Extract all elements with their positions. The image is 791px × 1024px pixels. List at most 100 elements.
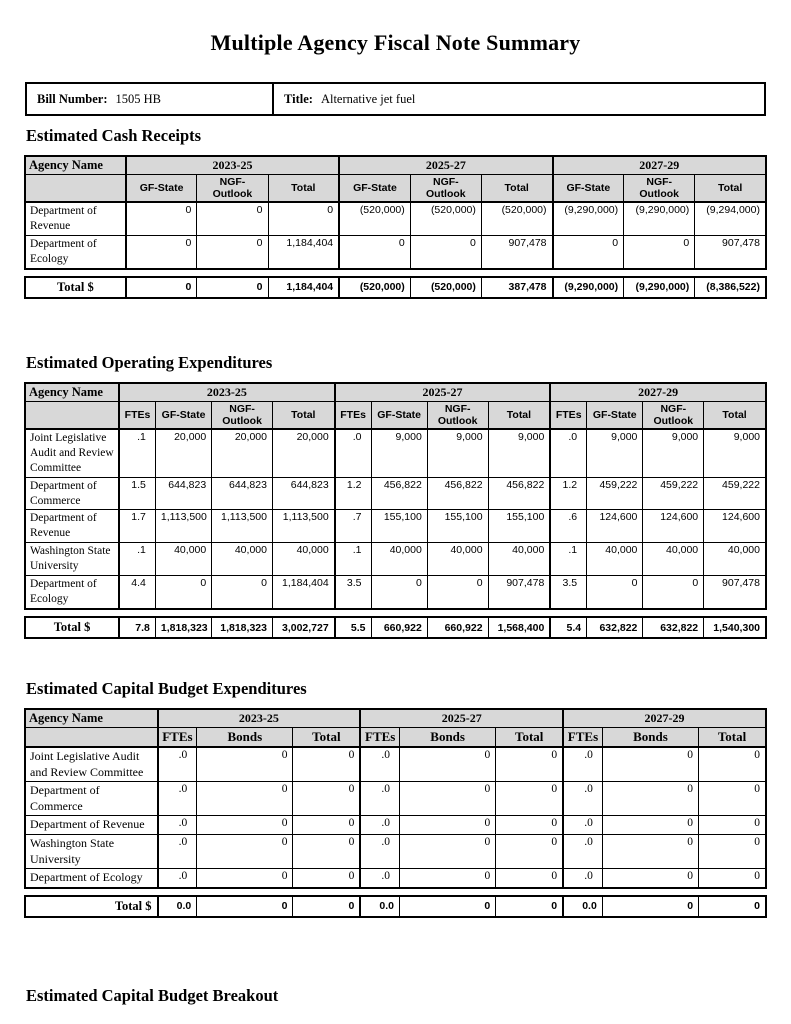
value-cell: 907,478 xyxy=(694,234,767,270)
sub-header-gf-state: GF-State xyxy=(370,400,428,430)
value-cell: 155,100 xyxy=(487,509,551,544)
bill-title-value: Alternative jet fuel xyxy=(320,91,416,106)
value-cell: 3.5 xyxy=(333,575,372,610)
value-cell: 0 xyxy=(196,234,269,270)
value-cell: .6 xyxy=(549,509,588,544)
total-label-cell: Total $ xyxy=(24,895,159,918)
sub-header-ngf-outlook: NGF-Outlook xyxy=(409,174,482,203)
value-cell: 0 xyxy=(601,868,700,889)
total-value-cell: 0.0 xyxy=(562,895,603,918)
value-cell: 0 xyxy=(495,868,564,889)
bill-number-label: Bill Number: xyxy=(37,91,108,106)
total-value-cell: 1,184,404 xyxy=(267,276,340,299)
value-cell: 0 xyxy=(292,815,361,836)
cash-receipts-table: Agency Name 2023-25 2025-27 2027-29 GF-State… xyxy=(24,155,767,299)
value-cell: 456,822 xyxy=(487,476,551,511)
value-cell: .0 xyxy=(562,781,603,817)
value-cell: 0 xyxy=(623,234,696,270)
total-value-cell: 7.8 xyxy=(118,616,156,639)
agency-name-cell: Washington State University xyxy=(24,542,121,577)
value-cell: 0 xyxy=(292,868,361,889)
capital-breakout-heading: Estimated Capital Budget Breakout xyxy=(26,985,279,1005)
value-cell: .0 xyxy=(549,428,588,478)
value-cell: 40,000 xyxy=(154,542,213,577)
value-cell: 0 xyxy=(124,234,198,270)
value-cell: 0 xyxy=(601,834,700,870)
table-header-row-periods: Agency Name 2023-25 2025-27 2027-29 xyxy=(24,708,767,729)
value-cell: 155,100 xyxy=(370,509,428,544)
value-cell: .1 xyxy=(333,542,372,577)
value-cell: .7 xyxy=(333,509,372,544)
total-value-cell: 0 xyxy=(196,895,294,918)
sub-header-total: Total xyxy=(267,174,340,203)
operating-expenditures-heading: Estimated Operating Expenditures xyxy=(26,352,273,372)
agency-name-cell: Department of Commerce xyxy=(24,781,159,817)
total-value-cell: 3,002,727 xyxy=(271,616,336,639)
value-cell: 9,000 xyxy=(703,428,767,478)
total-label-cell: Total $ xyxy=(24,616,121,639)
table-header-row-periods: Agency Name 2023-25 2025-27 2027-29 xyxy=(24,382,767,402)
value-cell: .1 xyxy=(118,542,156,577)
value-cell: (520,000) xyxy=(338,201,411,236)
sub-header-total: Total xyxy=(703,400,767,430)
total-value-cell: 1,818,323 xyxy=(211,616,273,639)
value-cell: 907,478 xyxy=(480,234,554,270)
total-value-cell: 0 xyxy=(399,895,497,918)
sub-header-bonds: Bonds xyxy=(601,727,700,749)
total-value-cell: 1,540,300 xyxy=(703,616,767,639)
total-value-cell: 660,922 xyxy=(370,616,428,639)
value-cell: 907,478 xyxy=(703,575,767,610)
value-cell: 9,000 xyxy=(586,428,644,478)
agency-name-cell: Department of Ecology xyxy=(24,575,121,610)
value-cell: 40,000 xyxy=(271,542,336,577)
sub-header-total: Total xyxy=(292,727,361,749)
value-cell: 1.2 xyxy=(333,476,372,511)
total-value-cell: 5.4 xyxy=(549,616,588,639)
value-cell: 0 xyxy=(292,746,361,783)
total-value-cell: 632,822 xyxy=(586,616,644,639)
agency-name-cell: Department of Revenue xyxy=(24,815,159,836)
bill-title-label: Title: xyxy=(284,91,313,106)
value-cell: 0 xyxy=(601,746,700,783)
value-cell: 20,000 xyxy=(154,428,213,478)
value-cell: 459,222 xyxy=(642,476,705,511)
value-cell: 0 xyxy=(196,834,294,870)
period-header: 2025-27 xyxy=(338,155,554,175)
value-cell: .0 xyxy=(359,781,401,817)
value-cell: (9,290,000) xyxy=(551,201,625,236)
period-header: 2023-25 xyxy=(118,382,336,402)
agency-name-header: Agency Name xyxy=(24,155,127,175)
value-cell: 0 xyxy=(399,746,497,783)
total-label-cell: Total $ xyxy=(24,276,127,299)
capital-expenditures-heading: Estimated Capital Budget Expenditures xyxy=(26,679,307,699)
blank-header-cell xyxy=(24,727,159,749)
table-header-row-periods: Agency Name 2023-25 2025-27 2027-29 xyxy=(24,155,767,175)
period-header: 2027-29 xyxy=(551,155,767,175)
total-row: Total $0 0 1,184,404 (520,000) (520,000) 387,… xyxy=(24,276,767,299)
value-cell: 0 xyxy=(399,834,497,870)
total-row: Total $7.8 1,818,323 1,818,323 3,002,727 5.5… xyxy=(24,616,767,639)
value-cell: 0 xyxy=(586,575,644,610)
sub-header-gf-state: GF-State xyxy=(586,400,644,430)
operating_expenditures-main-table: Agency Name 2023-25 2025-27 2027-29 FTEs GF-S… xyxy=(24,381,767,611)
total-value-cell: 1,818,323 xyxy=(154,616,213,639)
value-cell: 456,822 xyxy=(426,476,489,511)
value-cell: 20,000 xyxy=(271,428,336,478)
value-cell: (9,294,000) xyxy=(694,201,767,236)
value-cell: 0 xyxy=(399,868,497,889)
sub-header-ngf-outlook: NGF-Outlook xyxy=(642,400,705,430)
value-cell: .1 xyxy=(549,542,588,577)
sub-header-bonds: Bonds xyxy=(196,727,294,749)
period-header: 2025-27 xyxy=(333,382,551,402)
value-cell: 0 xyxy=(495,746,564,783)
value-cell: 1,113,500 xyxy=(271,509,336,544)
sub-header-total: Total xyxy=(487,400,551,430)
operating-expenditures-table: Agency Name 2023-25 2025-27 2027-29 FTEs GF-S… xyxy=(24,381,767,640)
value-cell: 0 xyxy=(426,575,489,610)
value-cell: 0 xyxy=(292,781,361,817)
value-cell: 9,000 xyxy=(487,428,551,478)
value-cell: 0 xyxy=(698,834,767,870)
table-row: Joint Legislative Audit and Review Commi… xyxy=(24,746,767,783)
value-cell: 0 xyxy=(601,815,700,836)
